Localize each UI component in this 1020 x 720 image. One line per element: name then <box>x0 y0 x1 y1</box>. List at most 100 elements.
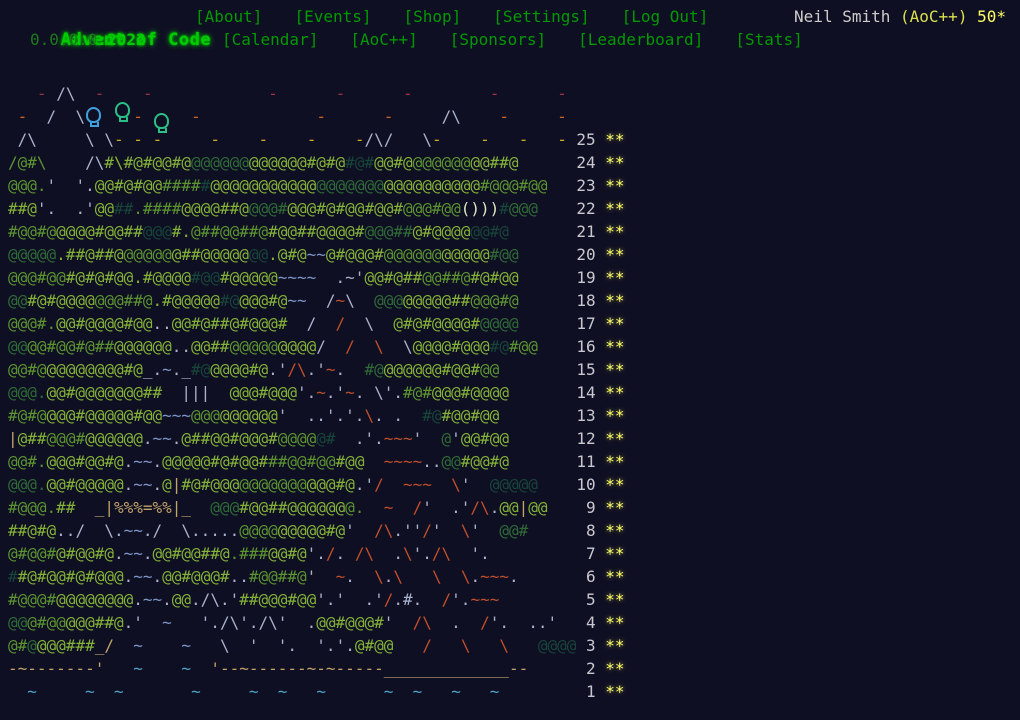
nav-events[interactable]: [Events] <box>294 7 372 26</box>
calendar-day-23[interactable]: @@@.' '.@@#@#@@#####@@@@@@@@@@@@@@@@@@@@… <box>8 174 1020 197</box>
nav-leaderboard[interactable]: [Leaderboard] <box>578 30 704 49</box>
nav-calendar[interactable]: [Calendar] <box>222 30 319 49</box>
calendar-day-16[interactable]: @@@@#@@#@##@@@@@@..@@##@@@@@@@@@/ / \ \@… <box>8 335 1020 358</box>
calendar-day-number: 4 <box>585 613 596 632</box>
calendar-art: @#@@@@###_/ ~ ~ \ ' '. '.'.@#@@ / \ \ @@… <box>8 636 577 655</box>
calendar-art: - / \ - - - - /\ - - <box>8 102 576 133</box>
balloon-icon <box>85 105 104 128</box>
calendar-day-17[interactable]: @@@#.@@#@@@@#@@..@@#@##@#@@@# / / \ @#@#… <box>8 312 1020 335</box>
calendar-art-row: - / \ - - - - /\ - - <box>8 102 1020 133</box>
calendar-day-20[interactable]: @@@@@.##@##@@@@@@@##@@@@@@@.@#@~~@#@@@#@… <box>8 243 1020 266</box>
calendar-day-7[interactable]: @#@@#@#@@#@.~~.@@#@@##@.###@@#@'./. /\ .… <box>8 542 1020 565</box>
calendar-day-12[interactable]: |@##@@@#@@@@@@.~~.@##@@#@@@#@@@@@# .'.~~… <box>8 427 1020 450</box>
calendar-day-3[interactable]: @#@@@@###_/ ~ ~ \ ' '. '.'.@#@@ / \ \ @@… <box>8 634 1020 657</box>
calendar-day-stars: ** <box>605 475 625 494</box>
calendar-day-24[interactable]: /@#\ /\#\#@#@@#@@@@@@@@@@@@@#@#@#@#@@#@@… <box>8 151 1020 174</box>
calendar-day-4[interactable]: @@@#@@@@@##@.' ~ './\'./\' .@@#@@@#' /\ … <box>8 611 1020 634</box>
nav-sponsors[interactable]: [Sponsors] <box>449 30 547 49</box>
calendar-day-stars: ** <box>605 337 625 356</box>
nav-aocpp[interactable]: [AoC++] <box>350 30 418 49</box>
calendar-art: @@#@#@@@@@@@##@.#@@@@@#@@@@#@~~ /~\ @@@@… <box>8 291 519 310</box>
calendar-day-stars: ** <box>605 613 625 632</box>
calendar-day-22[interactable]: ##@'. .'@@##.####@@@@##@@@@#@@@#@#@@#@@#… <box>8 197 1020 220</box>
calendar-day-number: 9 <box>585 498 596 517</box>
event-year-link[interactable]: 2022 <box>107 30 146 49</box>
calendar-day-stars: ** <box>605 291 625 310</box>
calendar-day-stars: ** <box>605 544 625 563</box>
calendar-day-number: 20 <box>576 245 596 264</box>
calendar-art: /@#\ /\#\#@#@@#@@@@@@@@@@@@@#@#@#@#@@#@@… <box>8 153 519 172</box>
nav-stats[interactable]: [Stats] <box>735 30 803 49</box>
calendar-day-stars: ** <box>605 130 625 149</box>
calendar-day-15[interactable]: @@#@@@@@@@@@#@_.~._#@@@@@#@.'/\.'~. #@@@… <box>8 358 1020 381</box>
calendar-day-number: 21 <box>576 222 596 241</box>
calendar-day-stars: ** <box>605 567 625 586</box>
calendar-art: ~ ~ ~ ~ ~ ~ ~ ~ ~ ~ ~ <box>27 682 500 701</box>
user-name: Neil Smith <box>794 7 891 26</box>
calendar-day-number: 25 <box>576 130 596 149</box>
event-nav: [Calendar] [AoC++] [Sponsors] [Leaderboa… <box>222 28 835 51</box>
calendar-day-21[interactable]: #@@#@@@@@#@@##@@@#.@##@@##@#@@##@@@@#@@@… <box>8 220 1020 243</box>
calendar-art: -~-------' ~ ~ '--~------~-~-----_______… <box>8 659 529 678</box>
nav-shop[interactable]: [Shop] <box>403 7 462 26</box>
calendar-day-number: 23 <box>576 176 596 195</box>
user-star-count: 50* <box>977 7 1006 26</box>
calendar-day-stars: ** <box>605 659 625 678</box>
calendar-day-stars: ** <box>605 360 625 379</box>
calendar-art: #@#@@@@#@@@@@#@@~~~@@@@@@@@@' ..'.'.\. .… <box>8 406 500 425</box>
calendar-day-number: 13 <box>576 406 596 425</box>
calendar-art: @@@#.@@#@@@@#@@..@@#@##@#@@@# / / \ @#@#… <box>8 314 519 333</box>
calendar-day-stars: ** <box>605 636 625 655</box>
calendar-day-stars: ** <box>605 268 625 287</box>
calendar-art: @@@.@@#@@@@@.~~.@|#@#@@@@@@@@@@@@@#@.'/ … <box>8 475 538 494</box>
calendar-day-number: 15 <box>576 360 596 379</box>
calendar-day-number: 24 <box>576 153 596 172</box>
calendar-day-25[interactable]: /\ \ \- - - - - - -/\/ \- - - - 25 ** <box>8 128 1020 151</box>
calendar-day-number: 22 <box>576 199 596 218</box>
balloon-icon <box>153 111 172 134</box>
calendar-art: @@@#@@#@#@#@@.#@@@@#@@#@@@@@~~~~ .~'@@#@… <box>8 268 519 287</box>
event-separator: : <box>97 30 108 49</box>
calendar-day-number: 8 <box>585 521 596 540</box>
calendar-day-stars: ** <box>605 590 625 609</box>
balloon-icon <box>114 100 133 123</box>
calendar-day-stars: ** <box>605 429 625 448</box>
calendar-day-number: 17 <box>576 314 596 333</box>
calendar-day-stars: ** <box>605 406 625 425</box>
calendar-day-number: 6 <box>585 567 596 586</box>
calendar-day-13[interactable]: #@#@@@@#@@@@@#@@~~~@@@@@@@@@' ..'.'.\. .… <box>8 404 1020 427</box>
calendar-day-5[interactable]: #@@@#@@@@@@@@.~~.@@./\.'##@@@#@@'.' .'/.… <box>8 588 1020 611</box>
nav-settings[interactable]: [Settings] <box>493 7 590 26</box>
calendar-day-stars: ** <box>605 682 625 701</box>
calendar-art: @@@.' '.@@#@#@@#####@@@@@@@@@@@@@@@@@@@@… <box>8 176 548 195</box>
calendar-day-8[interactable]: ##@#@../ \.~~./ \.....@@@@@@@@@#@' /\.''… <box>8 519 1020 542</box>
calendar-day-18[interactable]: @@#@#@@@@@@@##@.#@@@@@#@@@@#@~~ /~\ @@@@… <box>8 289 1020 312</box>
calendar-day-10[interactable]: @@@.@@#@@@@@.~~.@|#@#@@@@@@@@@@@@@#@.'/ … <box>8 473 1020 496</box>
site-header: Advent of Code [About] [Events] [Shop] [… <box>0 0 1020 51</box>
site-title-link[interactable]: Advent of Code <box>60 30 212 50</box>
calendar-art: @@@@@.##@##@@@@@@@##@@@@@@@.@#@~~@#@@@#@… <box>8 245 519 264</box>
calendar-art: @@#@@@@@@@@@#@_.~._#@@@@@#@.'/\.'~. #@@@… <box>8 360 500 379</box>
calendar-art: @#@@#@#@@#@.~~.@@#@@##@.###@@#@'./. /\ .… <box>8 544 490 563</box>
calendar-day-9[interactable]: #@@@.## _|%%%=%%|_ @@@#@@##@@@@@@@. ~ /'… <box>8 496 1020 519</box>
calendar-day-stars: ** <box>605 199 625 218</box>
nav-about[interactable]: [About] <box>195 7 263 26</box>
calendar-art: |@##@@@#@@@@@@.~~.@##@@#@@@#@@@@@# .'.~~… <box>8 429 509 448</box>
calendar-day-1[interactable]: ~ ~ ~ ~ ~ ~ ~ ~ ~ ~ ~ 1 ** <box>8 680 1020 703</box>
supporter-badge[interactable]: (AoC++) <box>900 7 968 26</box>
calendar-art: #@@@.## _|%%%=%%|_ @@@#@@##@@@@@@@. ~ /'… <box>8 498 548 517</box>
event-host-prefix: 0.0.0.0 <box>30 30 98 49</box>
calendar-day-6[interactable]: ##@#@@#@#@@@.~~.@@#@@@#..#@@##@' ~. \.\ … <box>8 565 1020 588</box>
calendar-day-14[interactable]: @@@.@@#@@@@@@@## ||| @@@#@@@'.~.'~. \'.#… <box>8 381 1020 404</box>
nav-logout[interactable]: [Log Out] <box>621 7 709 26</box>
calendar-day-19[interactable]: @@@#@@#@#@#@@.#@@@@#@@#@@@@@~~~~ .~'@@#@… <box>8 266 1020 289</box>
calendar-day-number: 18 <box>576 291 596 310</box>
calendar-day-stars: ** <box>605 153 625 172</box>
calendar-day-11[interactable]: @@#.@@@#@@#@.~~.@@@@@#@#@@###@@#@@#@@ ~~… <box>8 450 1020 473</box>
calendar-day-stars: ** <box>605 176 625 195</box>
calendar-day-number: 16 <box>576 337 596 356</box>
advent-calendar: - /\ - - - - - - - - / \ - - - - /\ - - … <box>8 82 1020 703</box>
calendar-day-number: 3 <box>585 636 596 655</box>
main-nav: [About] [Events] [Shop] [Settings] [Log … <box>195 5 740 28</box>
calendar-day-2[interactable]: -~-------' ~ ~ '--~------~-~-----_______… <box>8 657 1020 680</box>
